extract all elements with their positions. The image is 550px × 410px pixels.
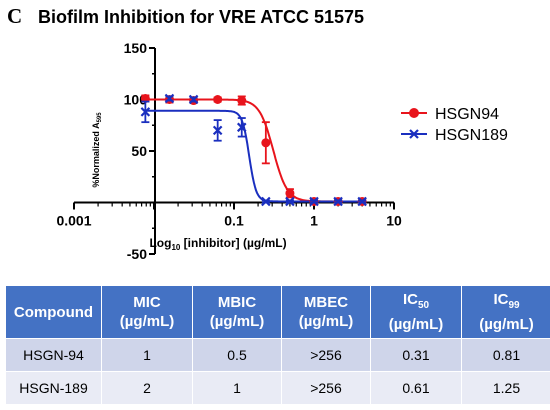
- legend-label-hsgn94: HSGN94: [435, 106, 499, 123]
- data-point-hsgn94: [285, 188, 295, 198]
- dose-response-chart: -50 50 100 150 0.001 0.1 1 10 Log10 [inhibitor] …: [56, 40, 508, 262]
- x-tick-label: 0.1: [224, 213, 244, 229]
- table-header-cell: IC50 (µg/mL): [370, 285, 462, 339]
- fit-curve-hsgn189: [145, 109, 363, 203]
- table-cell: 1: [192, 371, 282, 405]
- legend-marker: [409, 108, 419, 118]
- data-point-hsgn189: [285, 196, 295, 207]
- data-point-hsgn94: [213, 95, 223, 104]
- data-point-hsgn94: [261, 138, 271, 148]
- chart-title: Biofilm Inhibition for VRE ATCC 51575: [38, 7, 365, 27]
- marker-stroke: [188, 94, 199, 105]
- data-point-hsgn189: [212, 125, 223, 136]
- data-point-hsgn189: [140, 107, 151, 117]
- table-cell: >256: [281, 338, 371, 372]
- table-cell: 1.25: [461, 371, 550, 405]
- marker-stroke: [261, 196, 271, 207]
- marker-stroke: [309, 196, 319, 207]
- table-cell: 0.5: [192, 338, 282, 372]
- data-point-hsgn189: [188, 94, 199, 105]
- marker-stroke: [333, 196, 343, 207]
- marker-stroke: [357, 196, 367, 207]
- y-tick-label: 100: [124, 92, 148, 108]
- data-point-hsgn189: [309, 196, 319, 207]
- data-point-hsgn189: [261, 196, 271, 207]
- table-cell: 0.31: [370, 338, 462, 372]
- marker-stroke: [140, 107, 151, 117]
- table-cell: >256: [281, 371, 371, 405]
- table-cell: 0.81: [461, 338, 550, 372]
- x-tick-label: 1: [310, 213, 318, 229]
- marker-stroke: [285, 196, 295, 207]
- data-point-hsgn189: [333, 196, 343, 207]
- data-point-hsgn94: [237, 96, 247, 106]
- table-cell: 2: [101, 371, 193, 405]
- table-cell: HSGN-189: [5, 371, 102, 405]
- table-body: HSGN-94 1 0.5 >256 0.31 0.81 HSGN-189 2 1 >256 0.6…: [5, 338, 550, 405]
- legend-label-hsgn189: HSGN189: [435, 127, 508, 144]
- table-header-row: Compound MIC (µg/mL) MBIC (µg/mL) MBEC (µg/mL)…: [5, 285, 550, 339]
- table-cell: 0.61: [370, 371, 462, 405]
- data-points: [140, 93, 367, 207]
- marker-stroke: [164, 93, 175, 104]
- x-axis-label: Log10 [inhibitor] (µg/mL): [149, 236, 286, 252]
- table-header-cell: MBIC (µg/mL): [192, 285, 282, 339]
- fit-curves: [145, 98, 363, 203]
- table-cell: HSGN-94: [5, 338, 102, 372]
- table-header-cell: Compound: [5, 285, 102, 339]
- y-tick-label: -50: [127, 246, 147, 262]
- data-point-hsgn189: [236, 122, 247, 133]
- marker-stroke: [212, 125, 223, 136]
- data-point-hsgn189: [164, 93, 175, 104]
- y-tick-label: 50: [131, 143, 147, 159]
- axes: -50 50 100 150 0.001 0.1 1 10 Log10 [inhibitor] …: [56, 40, 402, 262]
- legend: HSGN94 HSGN189: [401, 106, 508, 144]
- table-header-cell: IC99 (µg/mL): [461, 285, 550, 339]
- x-tick-label: 10: [386, 213, 402, 229]
- table-row: HSGN-189 2 1 >256 0.61 1.25: [5, 371, 550, 405]
- table-cell: 1: [101, 338, 193, 372]
- data-point-hsgn189: [357, 196, 367, 207]
- results-table: Compound MIC (µg/mL) MBIC (µg/mL) MBEC (µg/mL)…: [5, 285, 550, 405]
- x-tick-label: 0.001: [56, 213, 91, 229]
- legend-marker: [409, 129, 419, 139]
- y-tick-label: 150: [124, 40, 148, 56]
- table-header-cell: MIC (µg/mL): [101, 285, 193, 339]
- marker-stroke: [236, 122, 247, 133]
- panel-label: C: [7, 4, 23, 28]
- y-axis-label: %Normalized A595: [91, 112, 103, 188]
- table-header-cell: MBEC (µg/mL): [281, 285, 371, 339]
- table-row: HSGN-94 1 0.5 >256 0.31 0.81: [5, 338, 550, 372]
